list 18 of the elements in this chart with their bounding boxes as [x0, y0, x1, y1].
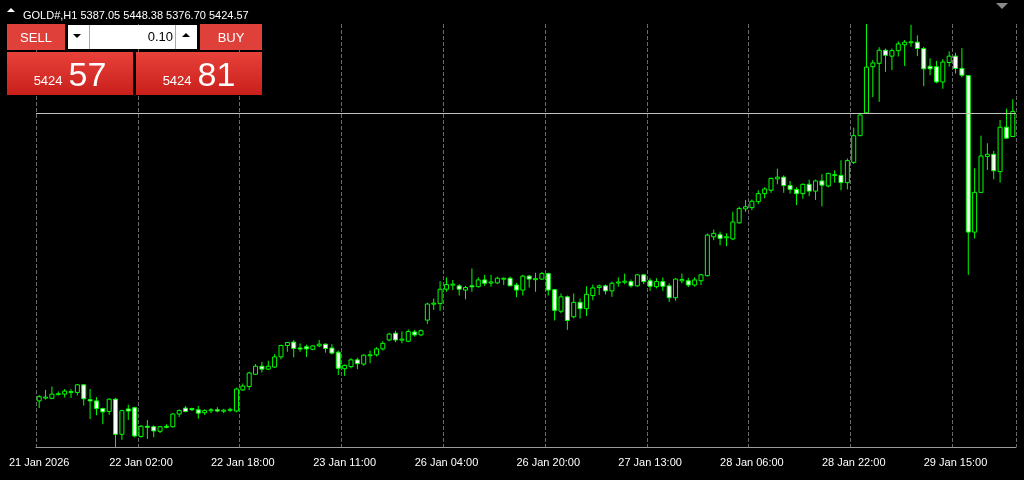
x-tick-label: 23 Jan 11:00: [313, 455, 377, 468]
x-tick-label: 26 Jan 20:00: [516, 455, 581, 468]
annotation: 5424 81: [162, 55, 236, 93]
sell-price-box: 5424 57: [7, 52, 133, 95]
chart-title: GOLD#,H1 5387.05 5448.38 5376.70 5424.57: [23, 8, 249, 21]
annotation: BUY: [200, 24, 262, 50]
x-tick-label: 22 Jan 18:00: [211, 455, 275, 468]
annotation: 0.10: [147, 29, 173, 44]
x-tick-label: 26 Jan 04:00: [414, 455, 479, 468]
annotation: SELL: [7, 24, 65, 50]
x-tick-label: 29 Jan 15:00: [923, 455, 988, 468]
x-tick-label: 21 Jan 2026: [8, 455, 70, 468]
x-tick-label: 28 Jan 22:00: [821, 455, 886, 468]
x-tick-label: 27 Jan 13:00: [618, 455, 682, 468]
x-tick-label: 22 Jan 02:00: [109, 455, 173, 468]
buy-price-box: 5424 81: [136, 52, 262, 95]
annotation: 5424 57: [33, 55, 107, 93]
x-tick-label: 28 Jan 06:00: [720, 455, 784, 468]
